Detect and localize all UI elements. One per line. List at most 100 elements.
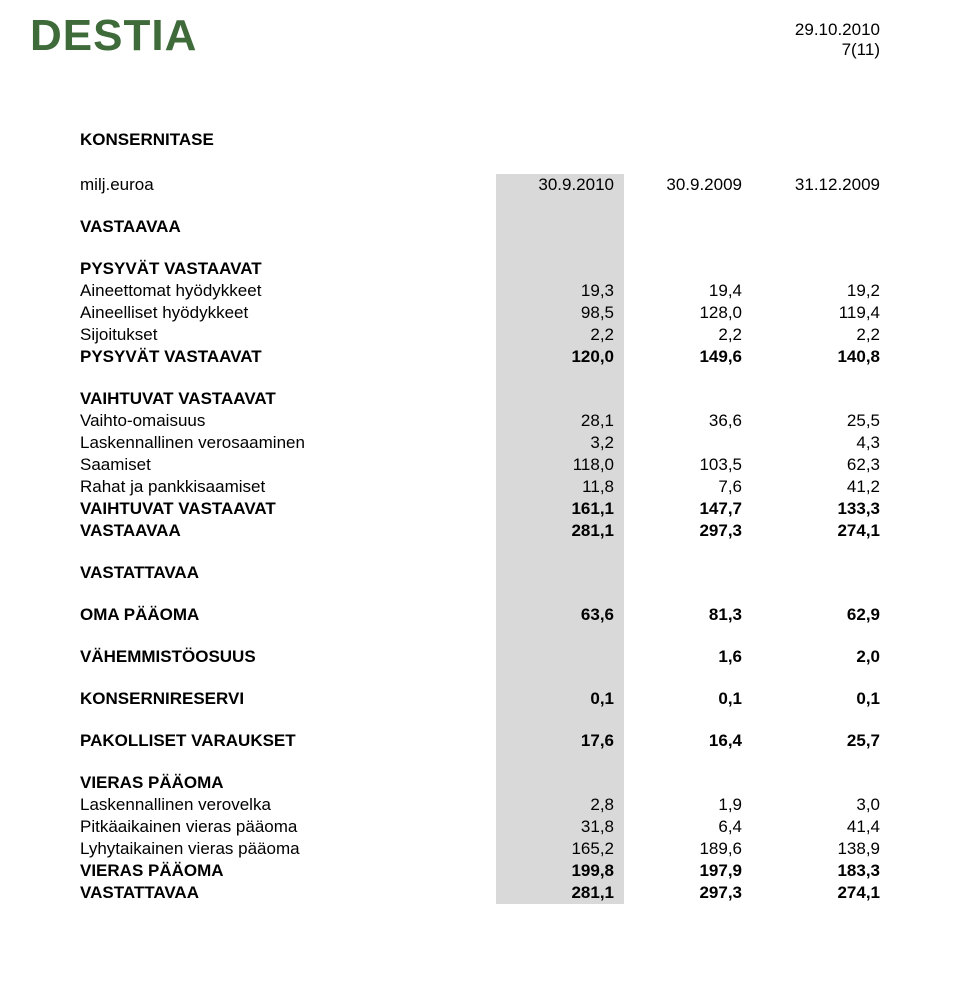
- table-row: VASTATTAVAA: [80, 562, 880, 584]
- cell-c2: 7,6: [624, 476, 752, 498]
- col-header-2: 30.9.2009: [624, 174, 752, 196]
- table-row: VASTAAVAA281,1297,3274,1: [80, 520, 880, 542]
- table-row: Vaihto-omaisuus28,136,625,5: [80, 410, 880, 432]
- table-row: [80, 584, 880, 604]
- cell-c3: 133,3: [752, 498, 880, 520]
- cell-c2: [624, 432, 752, 454]
- row-label: Laskennallinen verosaaminen: [80, 432, 496, 454]
- table-row: VIERAS PÄÄOMA199,8197,9183,3: [80, 860, 880, 882]
- table-row: OMA PÄÄOMA63,681,362,9: [80, 604, 880, 626]
- table-row: Laskennallinen verovelka2,81,93,0: [80, 794, 880, 816]
- cell-c1: 63,6: [496, 604, 624, 626]
- cell-c1: 2,2: [496, 324, 624, 346]
- row-label: VASTAAVAA: [80, 520, 496, 542]
- table-row: Aineettomat hyödykkeet19,319,419,2: [80, 280, 880, 302]
- row-label: PYSYVÄT VASTAAVAT: [80, 346, 496, 368]
- table-row: [80, 752, 880, 772]
- row-label: Vaihto-omaisuus: [80, 410, 496, 432]
- table-row: Aineelliset hyödykkeet98,5128,0119,4: [80, 302, 880, 324]
- cell-c2: 2,2: [624, 324, 752, 346]
- cell-c2: 1,9: [624, 794, 752, 816]
- cell-c3: 183,3: [752, 860, 880, 882]
- table-row: VIERAS PÄÄOMA: [80, 772, 880, 794]
- row-label: Aineelliset hyödykkeet: [80, 302, 496, 324]
- table-row: Lyhytaikainen vieras pääoma165,2189,6138…: [80, 838, 880, 860]
- balance-sheet-table: milj.euroa 30.9.2010 30.9.2009 31.12.200…: [80, 174, 880, 904]
- cell-c1: 2,8: [496, 794, 624, 816]
- row-label: VAIHTUVAT VASTAAVAT: [80, 498, 496, 520]
- row-label: Lyhytaikainen vieras pääoma: [80, 838, 496, 860]
- row-label: VASTATTAVAA: [80, 562, 496, 584]
- table-row: VASTAAVAA: [80, 216, 880, 238]
- table-row: Laskennallinen verosaaminen3,24,3: [80, 432, 880, 454]
- row-label: VIERAS PÄÄOMA: [80, 860, 496, 882]
- table-row: KONSERNIRESERVI0,10,10,1: [80, 688, 880, 710]
- cell-c1: 31,8: [496, 816, 624, 838]
- cell-c1: 120,0: [496, 346, 624, 368]
- svg-text:DESTIA: DESTIA: [30, 14, 197, 60]
- table-row: PYSYVÄT VASTAAVAT: [80, 258, 880, 280]
- row-label: VASTATTAVAA: [80, 882, 496, 904]
- row-label: VAIHTUVAT VASTAAVAT: [80, 388, 496, 410]
- cell-c3: 3,0: [752, 794, 880, 816]
- table-row: [80, 710, 880, 730]
- table-row: [80, 542, 880, 562]
- cell-c3: 2,0: [752, 646, 880, 668]
- table-row: [80, 668, 880, 688]
- cell-c3: 140,8: [752, 346, 880, 368]
- row-label: Aineettomat hyödykkeet: [80, 280, 496, 302]
- table-row: Rahat ja pankkisaamiset11,87,641,2: [80, 476, 880, 498]
- cell-c1: 281,1: [496, 520, 624, 542]
- row-label: Rahat ja pankkisaamiset: [80, 476, 496, 498]
- cell-c3: 274,1: [752, 520, 880, 542]
- unit-label: milj.euroa: [80, 174, 496, 196]
- cell-c2: 103,5: [624, 454, 752, 476]
- header-date: 29.10.2010: [795, 20, 880, 40]
- cell-c1: 199,8: [496, 860, 624, 882]
- cell-c3: 25,5: [752, 410, 880, 432]
- cell-c2: 0,1: [624, 688, 752, 710]
- cell-c3: 0,1: [752, 688, 880, 710]
- cell-c3: 41,2: [752, 476, 880, 498]
- cell-c3: 62,9: [752, 604, 880, 626]
- cell-c1: 17,6: [496, 730, 624, 752]
- row-label: Saamiset: [80, 454, 496, 476]
- cell-c2: 6,4: [624, 816, 752, 838]
- row-label: OMA PÄÄOMA: [80, 604, 496, 626]
- table-row: [80, 238, 880, 258]
- row-label: PAKOLLISET VARAUKSET: [80, 730, 496, 752]
- cell-c2: 197,9: [624, 860, 752, 882]
- row-label: VÄHEMMISTÖOSUUS: [80, 646, 496, 668]
- cell-c1: 161,1: [496, 498, 624, 520]
- cell-c2: 81,3: [624, 604, 752, 626]
- cell-c1: 118,0: [496, 454, 624, 476]
- cell-c1: 3,2: [496, 432, 624, 454]
- table-row: Saamiset118,0103,562,3: [80, 454, 880, 476]
- header-page-number: 7(11): [795, 40, 880, 60]
- cell-c2: 149,6: [624, 346, 752, 368]
- table-row: VAIHTUVAT VASTAAVAT161,1147,7133,3: [80, 498, 880, 520]
- table-row: VASTATTAVAA281,1297,3274,1: [80, 882, 880, 904]
- table-row: VAIHTUVAT VASTAAVAT: [80, 388, 880, 410]
- row-label: Pitkäaikainen vieras pääoma: [80, 816, 496, 838]
- cell-c3: 25,7: [752, 730, 880, 752]
- cell-c1: 281,1: [496, 882, 624, 904]
- row-label: VASTAAVAA: [80, 216, 496, 238]
- cell-c3: 62,3: [752, 454, 880, 476]
- company-logo: DESTIA: [30, 14, 260, 67]
- table-row: PAKOLLISET VARAUKSET17,616,425,7: [80, 730, 880, 752]
- row-label: Sijoitukset: [80, 324, 496, 346]
- cell-c3: 138,9: [752, 838, 880, 860]
- cell-c2: 16,4: [624, 730, 752, 752]
- row-label: PYSYVÄT VASTAAVAT: [80, 258, 496, 280]
- col-header-1: 30.9.2010: [496, 174, 624, 196]
- cell-c2: 297,3: [624, 882, 752, 904]
- cell-c3: 119,4: [752, 302, 880, 324]
- destia-logo-svg: DESTIA: [30, 14, 260, 62]
- cell-c1: 19,3: [496, 280, 624, 302]
- table-row: Pitkäaikainen vieras pääoma31,86,441,4: [80, 816, 880, 838]
- col-header-3: 31.12.2009: [752, 174, 880, 196]
- cell-c1: [496, 646, 624, 668]
- cell-c2: 36,6: [624, 410, 752, 432]
- page-title: KONSERNITASE: [80, 130, 880, 150]
